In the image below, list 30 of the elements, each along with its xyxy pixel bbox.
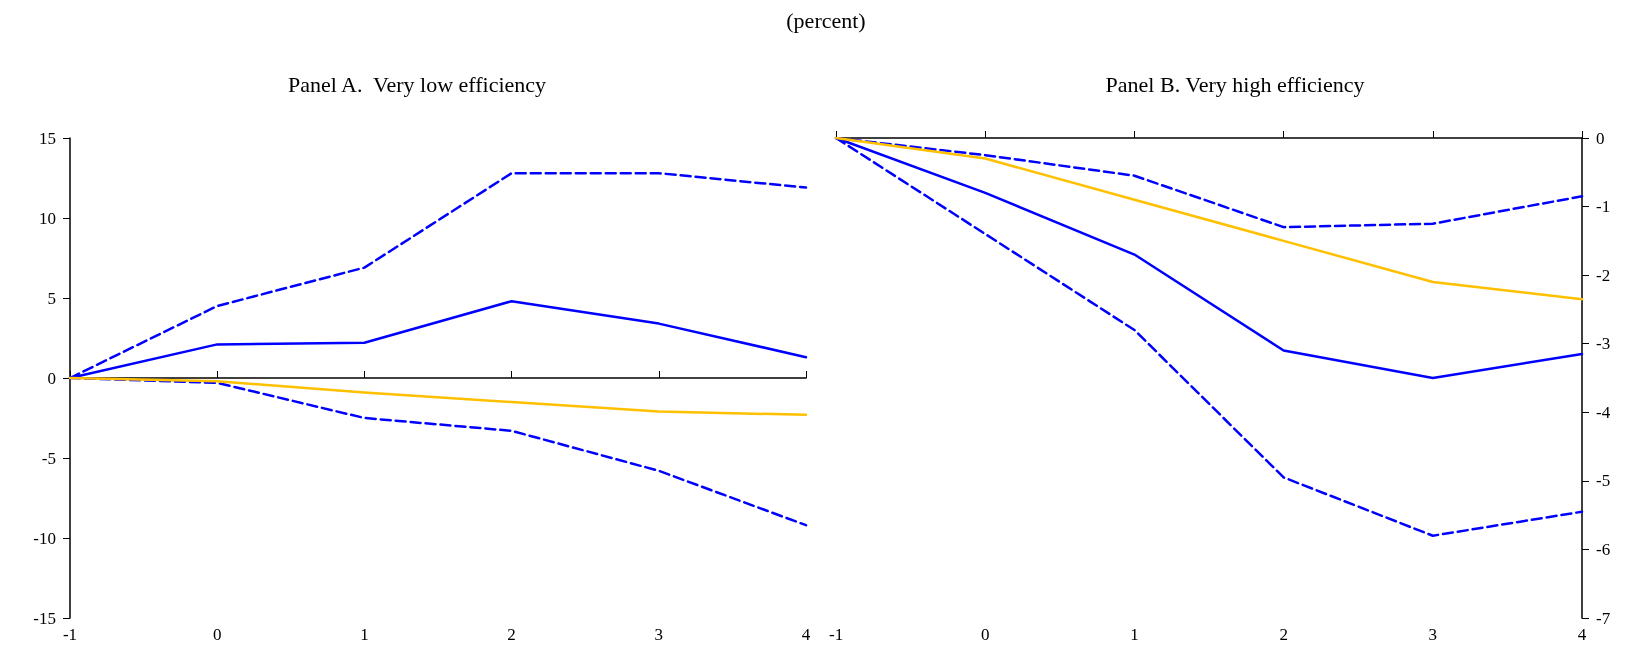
y2-tick-label: -3 xyxy=(1596,334,1611,354)
x-tick-label: 3 xyxy=(654,625,664,644)
chart-title: Panel B. Very high efficiency xyxy=(1105,71,1365,97)
x-tick-label: 4 xyxy=(1577,625,1587,644)
x-tick-label: 1 xyxy=(360,625,369,644)
y-tick-label: -10 xyxy=(33,528,56,548)
chart-title: Panel A. Very low efficiency xyxy=(287,71,547,97)
x-tick-label: 0 xyxy=(981,625,990,644)
y2-tick-label: -4 xyxy=(1596,402,1611,422)
y-tick-label: 15 xyxy=(39,128,56,148)
x-tick-label: 2 xyxy=(507,625,516,644)
y-tick-label: 0 xyxy=(47,368,56,388)
y-tick-label: -5 xyxy=(41,448,56,468)
x-tick-label: 2 xyxy=(1279,625,1288,644)
y2-tick-label: -6 xyxy=(1596,539,1611,559)
x-tick-label: 4 xyxy=(801,625,811,644)
y2-tick-label: -7 xyxy=(1596,608,1611,628)
x-tick-label: -1 xyxy=(828,625,844,644)
y2-tick-label: 0 xyxy=(1596,128,1605,148)
y2-tick-label: -2 xyxy=(1596,265,1611,285)
text: (percent) xyxy=(785,8,867,34)
x-tick-label: -1 xyxy=(62,625,78,644)
y-tick-label: -15 xyxy=(33,608,56,628)
y2-tick-label: -5 xyxy=(1596,471,1611,491)
y2-tick-label: -1 xyxy=(1596,197,1611,217)
x-tick-label: 0 xyxy=(212,625,222,644)
x-tick-label: 1 xyxy=(1130,625,1139,644)
x-tick-label: 3 xyxy=(1428,625,1438,644)
y-tick-label: 5 xyxy=(47,288,56,308)
y-tick-label: 10 xyxy=(39,208,56,228)
